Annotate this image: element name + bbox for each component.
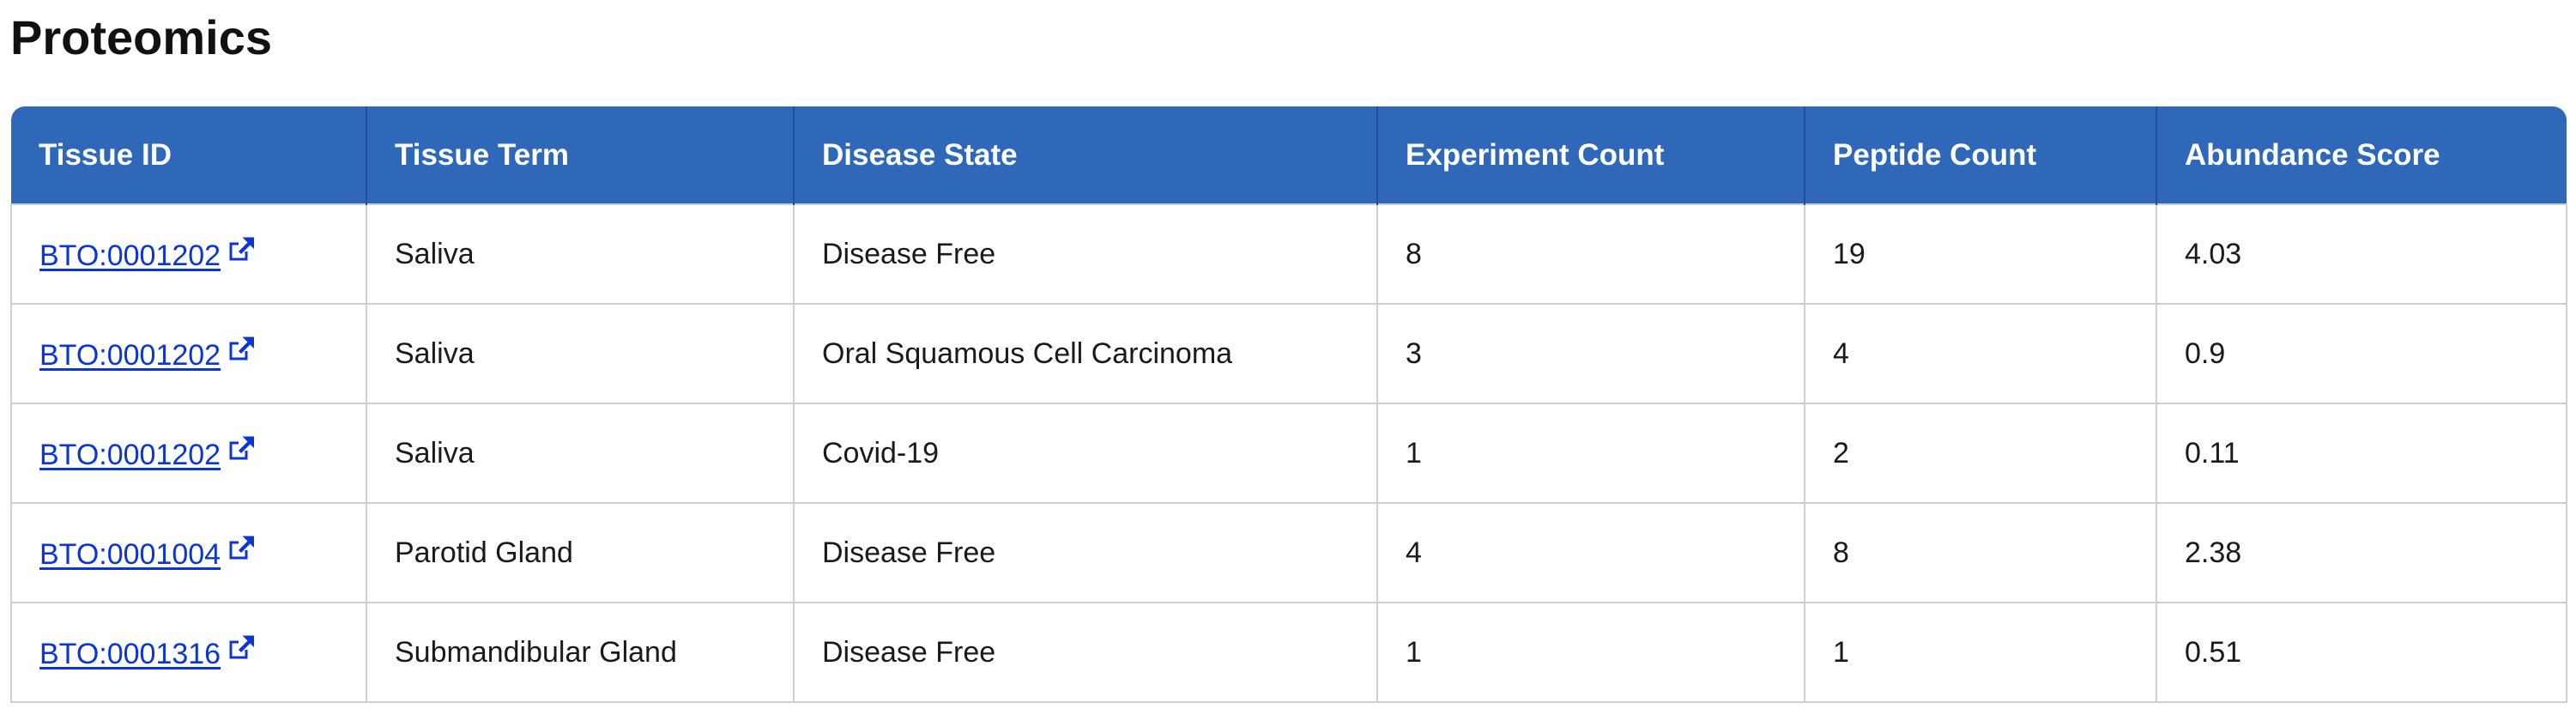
- tissue-id-text: BTO:0001202: [39, 239, 221, 272]
- tissue-term-cell: Saliva: [366, 303, 795, 404]
- proteomics-table: Tissue ID Tissue Term Disease State Expe…: [10, 106, 2567, 703]
- experiment-count-cell: 1: [1376, 403, 1805, 504]
- disease-state-cell: Oral Squamous Cell Carcinoma: [793, 303, 1378, 404]
- table-row: BTO:0001202 Saliva Covid-19 1 2 0.11: [10, 403, 2567, 504]
- tissue-term-cell: Saliva: [366, 403, 795, 504]
- header-tissue-id[interactable]: Tissue ID: [11, 106, 367, 204]
- abundance-score-cell: 4.03: [2156, 203, 2567, 305]
- external-link-icon[interactable]: [226, 535, 257, 560]
- table-header-row: Tissue ID Tissue Term Disease State Expe…: [11, 106, 2567, 204]
- tissue-id-text: BTO:0001004: [39, 537, 221, 571]
- external-link-icon[interactable]: [226, 336, 257, 361]
- table-row: BTO:0001202 Saliva Disease Free 8 19 4.0…: [10, 203, 2567, 305]
- experiment-count-cell: 8: [1376, 203, 1805, 305]
- table-row: BTO:0001316 Submandibular Gland Disease …: [10, 602, 2567, 703]
- abundance-score-cell: 0.51: [2156, 602, 2567, 703]
- tissue-id-cell: BTO:0001316: [10, 602, 367, 703]
- header-peptide-count[interactable]: Peptide Count: [1805, 106, 2157, 204]
- abundance-score-cell: 2.38: [2156, 502, 2567, 603]
- tissue-id-link[interactable]: BTO:0001202: [39, 339, 221, 372]
- header-disease-state[interactable]: Disease State: [794, 106, 1378, 204]
- tissue-id-cell: BTO:0001004: [10, 502, 367, 603]
- external-link-icon[interactable]: [226, 435, 257, 461]
- proteomics-table-container: Tissue ID Tissue Term Disease State Expe…: [10, 106, 2567, 703]
- disease-state-cell: Disease Free: [793, 602, 1378, 703]
- tissue-id-link[interactable]: BTO:0001316: [39, 638, 221, 670]
- peptide-count-cell: 4: [1804, 303, 2157, 404]
- peptide-count-cell: 1: [1804, 602, 2157, 703]
- disease-state-cell: Covid-19: [793, 403, 1378, 504]
- tissue-term-cell: Parotid Gland: [366, 502, 795, 603]
- table-row: BTO:0001202 Saliva Oral Squamous Cell Ca…: [10, 303, 2567, 404]
- tissue-id-link[interactable]: BTO:0001202: [39, 439, 221, 471]
- header-experiment-count[interactable]: Experiment Count: [1377, 106, 1805, 204]
- disease-state-cell: Disease Free: [793, 502, 1378, 603]
- tissue-term-cell: Saliva: [366, 203, 795, 305]
- tissue-id-text: BTO:0001202: [39, 438, 221, 471]
- tissue-id-link[interactable]: BTO:0001004: [39, 538, 221, 571]
- tissue-id-link[interactable]: BTO:0001202: [39, 239, 221, 272]
- peptide-count-cell: 19: [1804, 203, 2157, 305]
- tissue-id-cell: BTO:0001202: [10, 403, 367, 504]
- external-link-icon[interactable]: [226, 634, 257, 660]
- experiment-count-cell: 3: [1376, 303, 1805, 404]
- tissue-id-cell: BTO:0001202: [10, 203, 367, 305]
- experiment-count-cell: 1: [1376, 602, 1805, 703]
- peptide-count-cell: 2: [1804, 403, 2157, 504]
- table-row: BTO:0001004 Parotid Gland Disease Free 4…: [10, 502, 2567, 603]
- abundance-score-cell: 0.9: [2156, 303, 2567, 404]
- experiment-count-cell: 4: [1376, 502, 1805, 603]
- external-link-icon[interactable]: [226, 236, 257, 262]
- peptide-count-cell: 8: [1804, 502, 2157, 603]
- header-abundance-score[interactable]: Abundance Score: [2156, 106, 2567, 204]
- disease-state-cell: Disease Free: [793, 203, 1378, 305]
- page-title: Proteomics: [10, 10, 272, 64]
- abundance-score-cell: 0.11: [2156, 403, 2567, 504]
- tissue-term-cell: Submandibular Gland: [366, 602, 795, 703]
- tissue-id-cell: BTO:0001202: [10, 303, 367, 404]
- tissue-id-text: BTO:0001316: [39, 637, 221, 670]
- tissue-id-text: BTO:0001202: [39, 338, 221, 372]
- header-tissue-term[interactable]: Tissue Term: [366, 106, 795, 204]
